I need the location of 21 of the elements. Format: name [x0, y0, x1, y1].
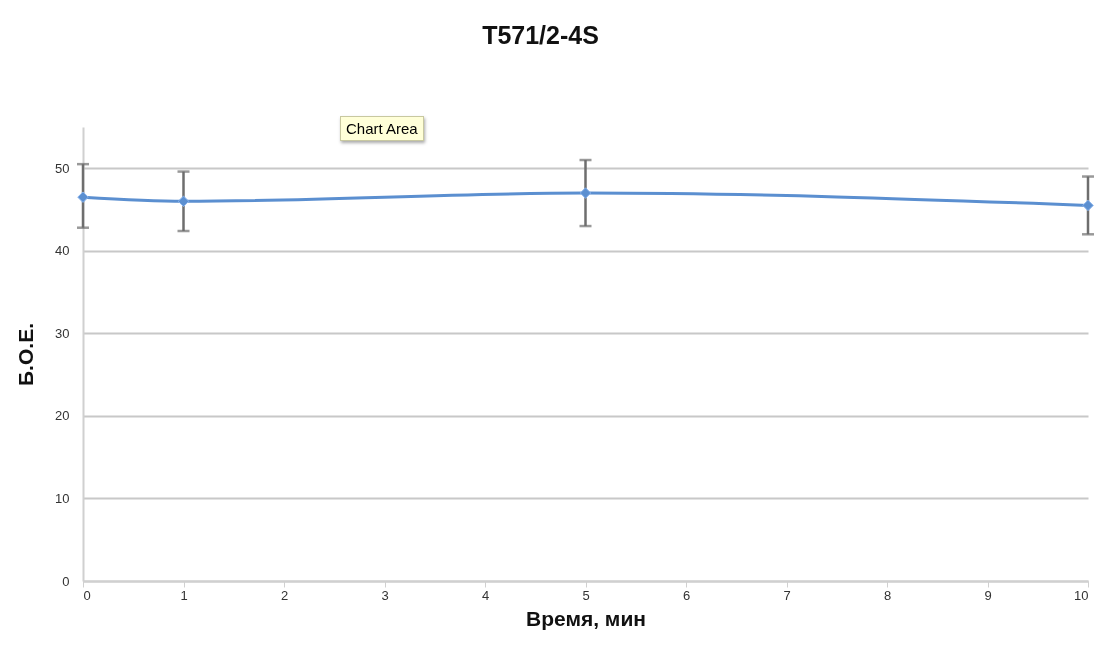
chart-title: T571/2-4S [482, 21, 599, 49]
x-tick-label: 2 [280, 587, 289, 603]
x-tick-label: 9 [984, 587, 992, 603]
x-tick-label: 5 [582, 587, 590, 603]
y-tick-label: 30 [55, 325, 70, 341]
y-tick-label: 10 [55, 490, 70, 506]
y-axis-title: Б.О.Е. [14, 323, 38, 386]
x-tick-label: 10 [1074, 587, 1089, 603]
y-tick-label: 0 [62, 573, 70, 589]
x-tick-label: 1 [180, 587, 188, 603]
y-tick-label: 40 [55, 243, 70, 259]
x-axis-title: Время, мин [526, 606, 646, 630]
x-tick-label: 7 [783, 587, 791, 603]
x-tick-label: 0 [83, 587, 91, 603]
x-tick-label: 8 [883, 587, 892, 603]
y-tick-label: 50 [55, 160, 70, 176]
x-tick-label: 4 [481, 587, 490, 603]
x-tick-label: 3 [381, 587, 389, 603]
y-tick-label: 20 [55, 408, 70, 424]
x-tick-label: 6 [682, 587, 691, 603]
annotation: Chart Area [340, 116, 424, 141]
